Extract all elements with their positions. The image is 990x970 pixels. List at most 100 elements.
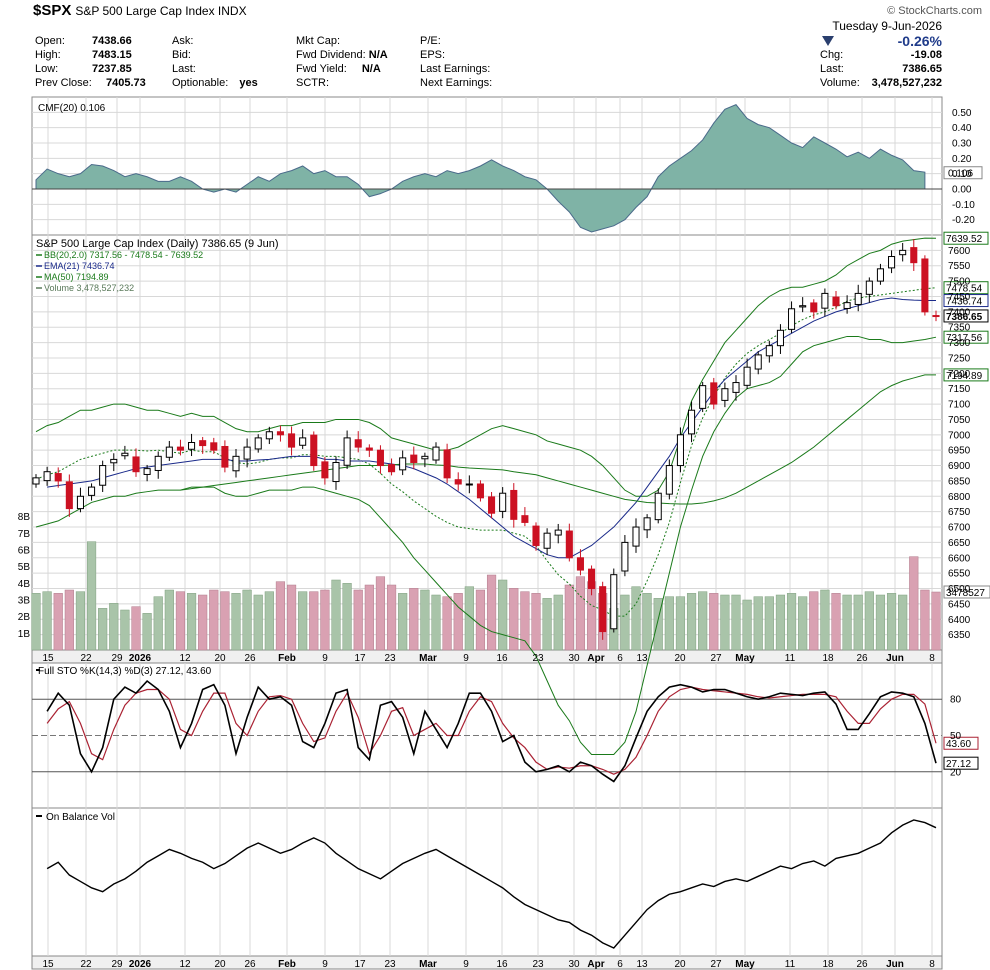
volume-bar	[286, 584, 297, 651]
x-tick-label: 27	[710, 959, 722, 970]
x-tick-label: 18	[822, 959, 834, 970]
candle-body	[643, 517, 651, 531]
volume-bar	[842, 594, 852, 651]
volume-bar	[486, 574, 497, 651]
volume-bar	[209, 589, 219, 651]
legend-entry: EMA(21) 7436.74	[44, 261, 115, 271]
candle-body	[276, 431, 284, 436]
price-last-label: 7478.54	[946, 284, 983, 295]
x-tick-label: 11	[785, 653, 796, 664]
candle-body	[832, 296, 840, 307]
candle-body	[154, 455, 162, 471]
volume-bar	[275, 581, 286, 651]
last2-value: 7386.65	[902, 63, 942, 75]
candle-body	[199, 440, 207, 447]
sto-d-line	[46, 686, 937, 775]
panel-obv	[31, 807, 943, 957]
cmf-tick-label: 0.50	[952, 108, 972, 119]
price-tick-label: 7400	[948, 307, 971, 318]
x-tick-label: 13	[636, 959, 648, 970]
x-tick-label: 17	[354, 653, 366, 664]
x-tick-label: 26	[244, 959, 256, 970]
price-tick-label: 7600	[948, 246, 971, 257]
candle-body	[743, 366, 751, 386]
volume-bar	[509, 588, 519, 651]
candle-body	[365, 447, 373, 451]
volume-bar	[709, 593, 719, 651]
candle-body	[110, 458, 118, 464]
volume-bar	[898, 594, 908, 651]
volume-bar	[775, 594, 786, 651]
prev-close-value: 7405.73	[106, 77, 146, 89]
fwd-yield-label: Fwd Yield:	[296, 63, 347, 75]
next-earnings-label: Next Earnings:	[420, 77, 493, 89]
x-tick-label: 2026	[129, 653, 152, 664]
candle-body	[76, 495, 84, 510]
candle-body	[143, 468, 151, 475]
volume-bar	[86, 541, 97, 651]
candle-body	[576, 557, 584, 571]
candle-body	[910, 247, 918, 264]
volume-last-box	[943, 585, 990, 599]
volume-bar	[175, 591, 186, 651]
x-tick-label: 26	[856, 653, 868, 664]
candle-body	[65, 481, 73, 510]
candle-body	[88, 486, 96, 496]
x-tick-label: Jun	[886, 959, 904, 970]
legend-entry: MA(50) 7194.89	[44, 272, 109, 282]
fwd-yield-value: N/A	[361, 63, 381, 75]
candle-body	[788, 308, 796, 330]
candle-body	[421, 455, 429, 460]
candle-body	[410, 454, 418, 463]
volume-bar	[53, 593, 63, 651]
volume-tick-label: 5B	[18, 562, 31, 573]
volume-bar	[686, 593, 697, 651]
x-tick-label: Jun	[886, 653, 904, 664]
candle-body	[443, 449, 451, 479]
ma50-line	[180, 374, 937, 505]
optionable-label: Optionable:	[172, 77, 229, 89]
volume-bar	[120, 609, 130, 651]
low-value: 7237.85	[92, 63, 132, 75]
candle-body	[243, 446, 251, 460]
x-tick-label: Mar	[419, 959, 437, 970]
x-tick-label: May	[735, 959, 755, 970]
volume-bar	[231, 593, 241, 651]
volume-bar	[520, 591, 530, 651]
candle-body	[588, 568, 596, 590]
cmf-area	[35, 104, 926, 233]
candle-body	[43, 471, 51, 482]
price-tick-label: 7550	[948, 261, 971, 272]
bb-upper-line	[35, 237, 937, 497]
volume-bar	[75, 591, 86, 651]
quote-col-3: Mkt Cap: Fwd Dividend: N/A Fwd Yield: N/…	[296, 34, 388, 90]
candle-body	[876, 268, 884, 282]
price-tick-label: 7200	[948, 369, 971, 380]
x-tick-label: 27	[710, 653, 722, 664]
volume-bar	[731, 594, 741, 651]
price-tick-label: 7450	[948, 292, 971, 303]
volume-bar	[831, 593, 841, 651]
volume-bar	[553, 594, 563, 651]
x-tick-label: 9	[322, 653, 328, 664]
candle-body	[376, 449, 384, 467]
x-tick-label: 15	[42, 653, 54, 664]
volume-bar	[464, 586, 474, 651]
x-tick-label: Apr	[587, 959, 604, 970]
candle-body	[99, 465, 107, 486]
sto-k-last-label: 27.12	[946, 759, 971, 770]
brand-watermark: © StockCharts.com	[887, 5, 982, 17]
chg-value: -19.08	[910, 49, 942, 61]
obv-title: On Balance Vol	[46, 812, 115, 823]
sto-title: Full STO %K(14,3) %D(3) 27.12, 43.60	[38, 666, 212, 677]
ask-label: Ask:	[172, 35, 194, 47]
sto-k-box	[943, 756, 979, 770]
volume-bar	[198, 594, 208, 651]
last-earnings-label: Last Earnings:	[420, 63, 491, 75]
price-tick-label: 7300	[948, 338, 971, 349]
candle-body	[765, 345, 773, 357]
candle-body	[54, 473, 62, 482]
candle-body	[254, 437, 262, 450]
last2-label: Last:	[820, 63, 844, 75]
x-tick-label: 23	[384, 653, 396, 664]
